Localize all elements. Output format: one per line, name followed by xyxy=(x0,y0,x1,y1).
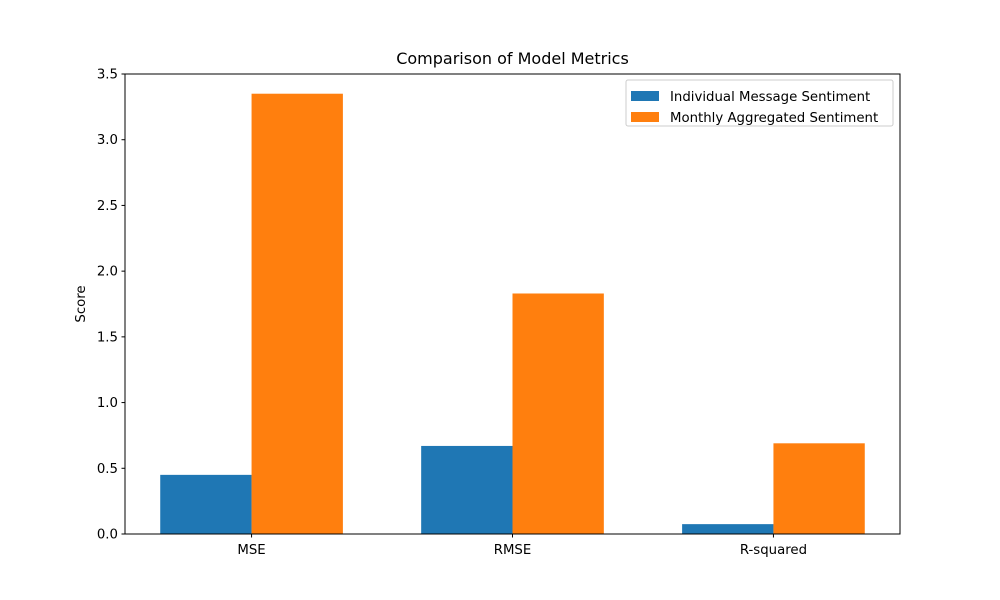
y-axis-label: Score xyxy=(74,285,89,322)
y-tick-label: 2.5 xyxy=(97,199,118,214)
chart-title: Comparison of Model Metrics xyxy=(396,49,629,68)
plot-area: 0.0 0.5 1.0 1.5 2.0 2.5 3.0 3.5 MSE RMSE R-squared xyxy=(97,68,901,558)
bar-monthly-rmse xyxy=(512,293,604,534)
legend-box xyxy=(625,79,894,127)
y-tick-label: 0.0 xyxy=(97,528,118,543)
legend-label: Monthly Aggregated Sentiment xyxy=(670,111,878,126)
bar-individual-rmse xyxy=(421,445,513,534)
legend: Individual Message Sentiment Monthly Aggr… xyxy=(625,79,894,127)
bar-monthly-r-squared xyxy=(773,443,865,534)
x-tick-label: MSE xyxy=(237,543,265,558)
bar-individual-r-squared xyxy=(682,524,774,534)
y-tick-label: 1.5 xyxy=(97,330,118,345)
legend-swatch xyxy=(631,91,659,101)
legend-label: Individual Message Sentiment xyxy=(670,90,870,105)
y-tick-label: 3.0 xyxy=(97,133,118,148)
x-tick-label: RMSE xyxy=(494,543,532,558)
y-tick-label: 2.0 xyxy=(97,265,118,280)
y-tick-label: 3.5 xyxy=(97,68,118,83)
x-tick-label: R-squared xyxy=(740,543,807,558)
y-tick-label: 1.0 xyxy=(97,396,118,411)
legend-swatch xyxy=(631,112,659,122)
bar-individual-mse xyxy=(160,474,252,534)
y-tick-label: 0.5 xyxy=(97,462,118,477)
bar-monthly-mse xyxy=(251,93,343,535)
